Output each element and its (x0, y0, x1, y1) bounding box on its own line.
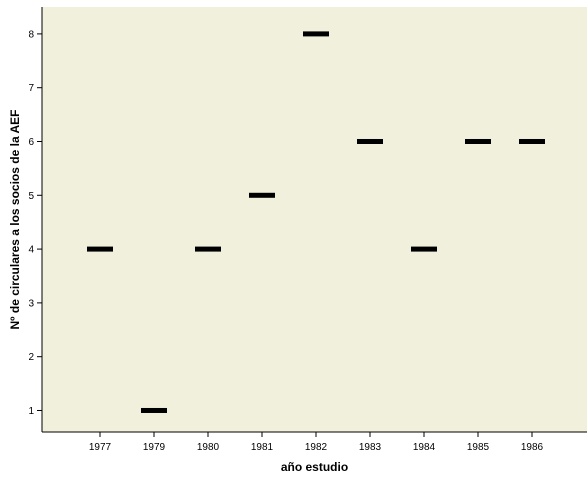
x-axis-title: año estudio (281, 460, 348, 474)
data-point-1980 (195, 246, 221, 252)
x-tick-label: 1977 (89, 442, 112, 453)
y-axis: 1 2 3 4 5 6 7 8 (28, 7, 43, 432)
y-tick-label: 1 (28, 406, 34, 417)
y-tick-label: 3 (28, 298, 34, 309)
x-tick-label: 1985 (467, 442, 490, 453)
x-tick-label: 1983 (359, 442, 382, 453)
y-tick-label: 4 (28, 245, 34, 256)
x-tick-label: 1982 (305, 442, 328, 453)
data-marks (87, 31, 545, 413)
data-point-1984 (411, 246, 437, 252)
y-tick-label: 5 (28, 191, 34, 202)
data-point-1985 (465, 138, 491, 144)
x-axis: 1977 1979 1980 1981 1982 1983 1984 1985 1986 (42, 431, 587, 453)
data-point-1977 (87, 246, 113, 252)
y-tick-label: 8 (28, 29, 34, 40)
data-point-1986 (519, 138, 545, 144)
x-tick-label: 1981 (251, 442, 274, 453)
x-tick-label: 1986 (521, 442, 544, 453)
data-point-1981 (249, 192, 275, 198)
y-tick-label: 7 (28, 83, 34, 94)
data-point-1979 (141, 407, 167, 413)
y-axis-title: Nº de circulares a los socios de la AEF (8, 109, 22, 329)
x-tick-label: 1980 (197, 442, 220, 453)
data-point-1983 (357, 138, 383, 144)
y-tick-label: 6 (28, 137, 34, 148)
data-point-1982 (303, 31, 329, 37)
x-tick-label: 1984 (413, 442, 436, 453)
x-tick-label: 1979 (143, 442, 166, 453)
plot-area (42, 7, 587, 432)
y-tick-label: 2 (28, 352, 34, 363)
